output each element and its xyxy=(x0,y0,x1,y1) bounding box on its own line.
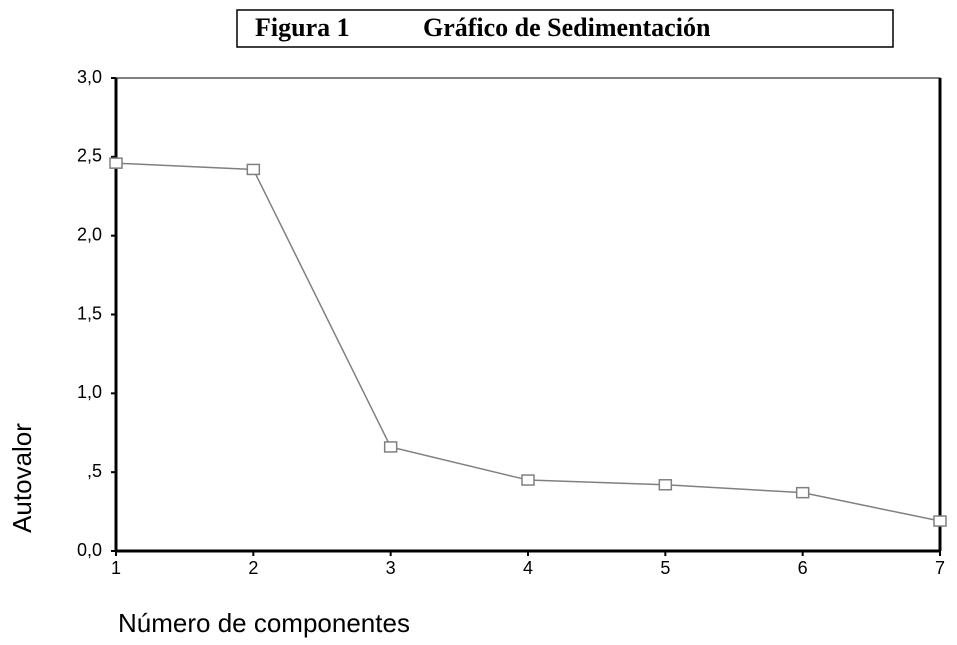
figure-label: Figura 1 xyxy=(255,13,350,42)
y-axis-label: Autovalor xyxy=(7,423,37,533)
y-tick-label: 2,5 xyxy=(77,146,102,166)
marker xyxy=(933,515,947,527)
x-tick-label: 1 xyxy=(111,558,121,578)
x-tick-label: 5 xyxy=(660,558,670,578)
marker xyxy=(795,486,810,499)
marker xyxy=(521,474,535,486)
title-box xyxy=(236,9,894,48)
marker xyxy=(658,479,673,491)
y-tick-label: 0,0 xyxy=(77,540,102,560)
x-tick-label: 4 xyxy=(523,558,533,578)
marker xyxy=(383,441,398,453)
x-tick-label: 2 xyxy=(248,558,258,578)
data-line xyxy=(115,162,941,522)
y-tick-label: 1,0 xyxy=(77,382,102,402)
marker xyxy=(246,163,261,176)
chart-title: Gráfico de Sedimentación xyxy=(423,13,711,42)
x-tick-label: 7 xyxy=(935,558,945,578)
marker xyxy=(109,157,123,169)
y-tick-label: 3,0 xyxy=(77,67,102,87)
y-tick-label: ,5 xyxy=(87,461,102,481)
x-tick-label: 3 xyxy=(386,558,396,578)
x-tick-label: 6 xyxy=(798,558,808,578)
y-tick-label: 1,5 xyxy=(77,303,102,323)
x-axis-label: Número de componentes xyxy=(118,608,410,638)
y-tick-label: 2,0 xyxy=(77,224,102,244)
